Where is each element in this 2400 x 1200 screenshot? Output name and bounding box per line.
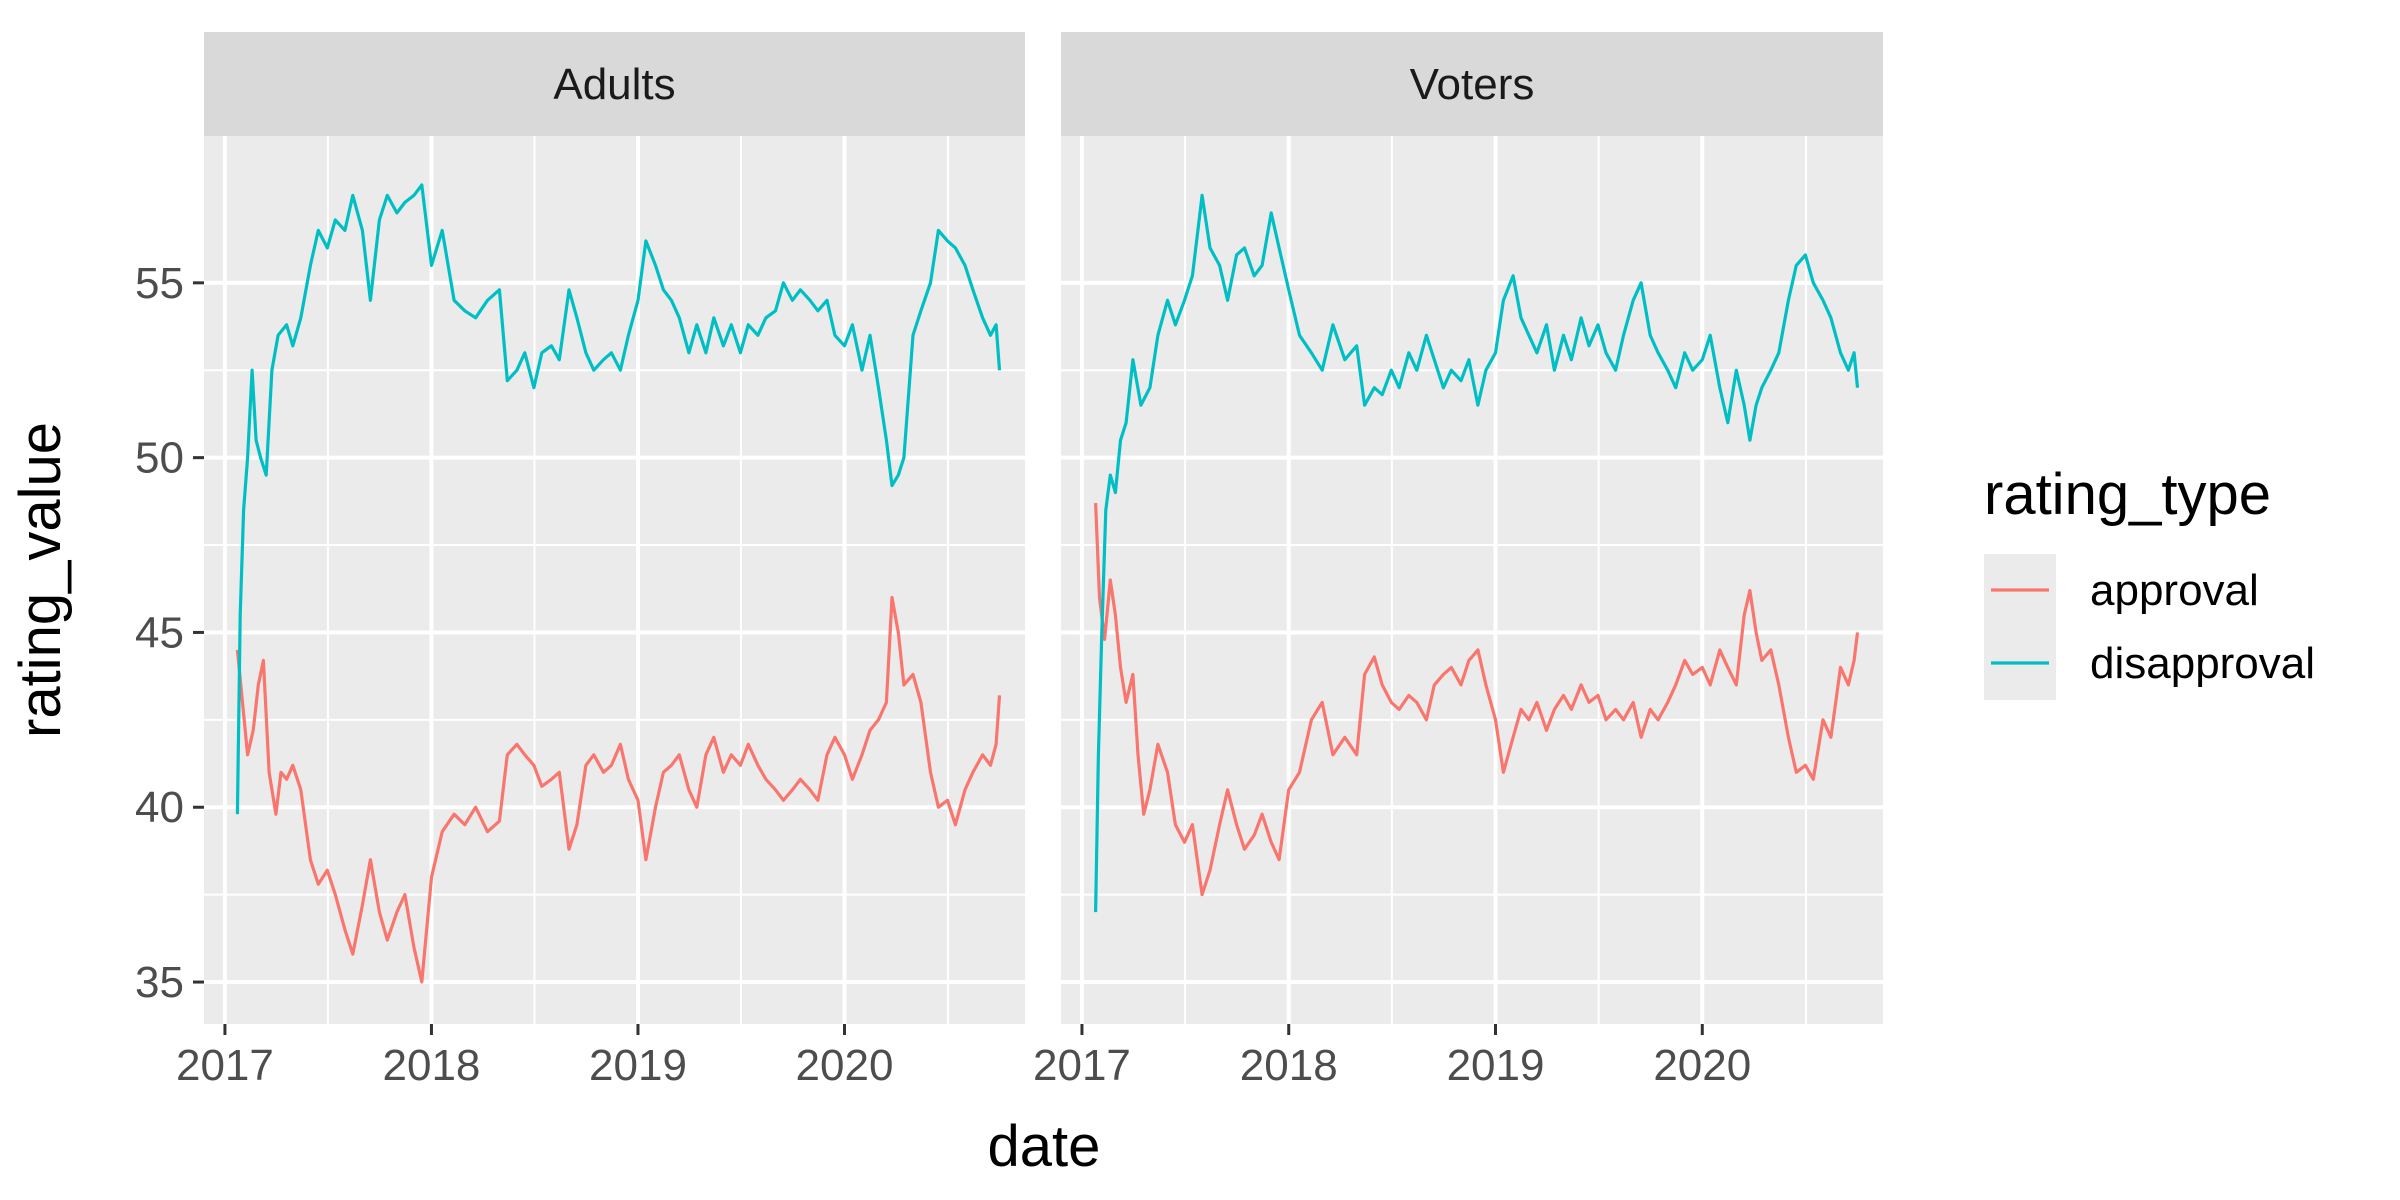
legend: rating_type approval disapproval <box>1984 462 2315 700</box>
y-tick-label: 35 <box>135 958 184 1007</box>
x-tick-label: 2017 <box>176 1041 274 1090</box>
x-tick-label: 2020 <box>796 1041 894 1090</box>
legend-entry-disapproval: disapproval <box>1984 627 2315 700</box>
series-line-approval <box>1094 503 1860 897</box>
y-tick-label: 45 <box>135 608 184 657</box>
y-tick-label: 55 <box>135 259 184 308</box>
x-tick-label: 2019 <box>589 1041 687 1090</box>
legend-title: rating_type <box>1984 462 2271 527</box>
y-tick-label: 40 <box>135 783 184 832</box>
facet-strip <box>1061 32 1883 136</box>
facet-strip <box>204 32 1025 136</box>
y-axis-title: rating_value <box>8 422 73 738</box>
legend-entry-approval: approval <box>1984 554 2259 627</box>
series-line-disapproval <box>1094 193 1860 913</box>
legend-keys: approval disapproval <box>1984 554 2315 700</box>
legend-label: approval <box>2090 566 2259 615</box>
facet-strip-label: Adults <box>553 60 675 109</box>
x-tick-label: 2020 <box>1653 1041 1751 1090</box>
x-tick-label: 2018 <box>383 1041 481 1090</box>
panels-layer: Adults 2017 2018 2019 2020 35 40 45 50 55 Voters 20… <box>135 32 1883 1090</box>
facet-strip-label: Voters <box>1410 60 1535 109</box>
series-line-disapproval <box>235 183 1002 815</box>
panel-voters: Voters 2017 2018 2019 2020 <box>1033 32 1883 1090</box>
x-tick-label: 2019 <box>1447 1041 1545 1090</box>
x-tick-label: 2017 <box>1033 1041 1131 1090</box>
panel-adults: Adults 2017 2018 2019 2020 35 40 45 50 55 <box>135 32 1025 1090</box>
series-line-approval <box>235 595 1002 984</box>
x-tick-label: 2018 <box>1240 1041 1338 1090</box>
x-axis-title: date <box>988 1114 1101 1179</box>
y-tick-label: 50 <box>135 434 184 483</box>
legend-label: disapproval <box>2090 639 2315 688</box>
